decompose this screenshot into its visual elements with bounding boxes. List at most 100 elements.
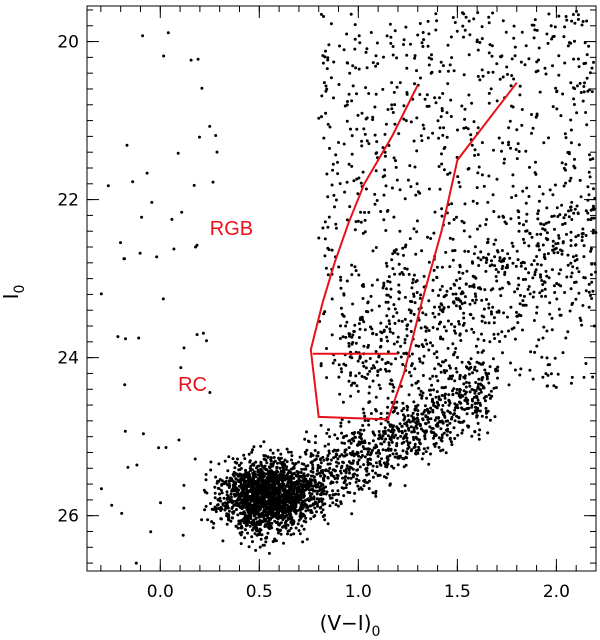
star-point [298,474,302,478]
star-point [323,55,327,59]
star-point [437,136,441,140]
star-point [495,249,499,253]
star-point [426,418,430,421]
star-point [565,18,569,22]
star-point [345,434,349,438]
star-point [243,502,247,506]
star-point [425,93,429,97]
star-point [474,381,478,384]
star-point [398,229,402,233]
star-point [162,54,166,58]
star-point [258,491,262,495]
star-point [376,278,379,282]
star-point [395,311,399,315]
star-point [495,62,499,66]
star-point [396,456,400,460]
star-point [387,307,391,311]
star-point [406,405,410,409]
star-point [428,377,432,381]
star-point [444,329,448,333]
star-point [544,72,548,76]
star-point [298,490,301,494]
star-point [470,403,474,407]
star-point [418,441,421,444]
star-point [255,466,258,470]
star-point [342,142,346,146]
star-point [242,473,246,477]
star-point [573,39,576,43]
star-point [362,320,366,324]
star-point [371,379,375,383]
star-point [319,474,323,478]
star-point [424,414,428,418]
star-point [520,30,524,34]
star-point [391,315,395,318]
star-point [581,99,585,103]
star-point [584,234,588,237]
star-point [453,329,456,333]
star-point [404,119,408,123]
star-point [428,393,432,397]
star-point [363,218,367,222]
star-point [406,414,410,417]
star-point [410,352,414,356]
star-point [297,529,301,532]
star-point [247,452,251,456]
star-point [391,252,395,256]
star-point [357,371,361,375]
star-point [543,287,547,291]
star-point [538,90,542,94]
star-point [516,142,520,146]
star-point [311,463,315,467]
star-point [439,60,443,64]
star-point [327,215,331,219]
star-point [530,113,533,116]
star-point [339,278,343,282]
star-point [369,294,373,298]
star-point [351,450,355,454]
star-point [492,386,496,390]
star-point [446,319,450,323]
star-point [482,256,485,259]
star-point [360,144,364,148]
star-point [349,12,353,16]
star-point [553,25,557,29]
star-point [434,441,438,445]
star-point [390,258,394,262]
star-point [471,316,475,320]
star-point [423,325,427,329]
star-point [336,476,340,480]
star-point [349,373,352,377]
star-point [344,471,348,475]
star-point [446,172,450,176]
star-point [295,492,299,496]
star-point [283,478,287,482]
star-point [388,454,392,457]
star-point [433,418,437,422]
star-point [397,297,401,301]
star-point [347,341,351,345]
star-point [278,466,282,470]
star-point [252,462,256,466]
star-point [218,492,221,496]
star-point [289,450,293,454]
star-point [219,488,223,492]
star-point [458,286,461,290]
star-point [349,383,353,387]
star-point [427,411,431,415]
star-point [330,333,334,337]
star-point [275,515,279,519]
star-point [371,491,375,495]
star-point [421,311,425,315]
star-point [450,377,453,381]
star-point [473,153,477,157]
star-point [342,494,346,498]
star-point [378,460,382,463]
star-point [392,156,396,160]
star-point [404,351,408,355]
star-point [239,519,243,523]
star-point [484,269,488,273]
star-point [358,443,361,446]
star-point [328,146,331,150]
star-point [234,494,238,497]
